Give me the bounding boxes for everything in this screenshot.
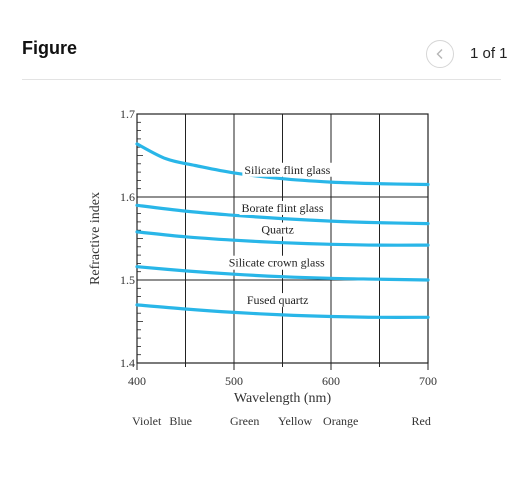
x-tick-label: 500: [225, 374, 243, 388]
page-title: Figure: [22, 38, 78, 58]
y-tick-label: 1.7: [120, 107, 135, 121]
header-divider: [22, 79, 501, 80]
figure-content: 1.4 1.5 1.6 1.7 400 500 600 700 Wavelength (nm) R…: [0, 85, 523, 475]
y-tick-label: 1.4: [120, 356, 135, 370]
series-line-borate-flint-glass: [135, 203, 430, 226]
series-label-borate-flint-glass: Borate flint glass: [242, 201, 324, 215]
series-label-fused-quartz: Fused quartz: [247, 293, 309, 307]
series-label-quartz: Quartz: [261, 223, 294, 237]
x-tick-label: 700: [419, 374, 437, 388]
color-label-yellow: Yellow: [278, 414, 312, 428]
x-tick-label: 600: [322, 374, 340, 388]
color-label-blue: Blue: [169, 414, 192, 428]
series-line-fused-quartz: [135, 303, 430, 319]
series-label-background: [239, 200, 326, 215]
chart-axes: [136, 113, 429, 370]
color-label-violet: Violet: [132, 414, 162, 428]
series-label-background: [242, 162, 333, 177]
previous-figure-button[interactable]: [426, 40, 454, 68]
figure-pager: 1 of 1: [470, 45, 508, 62]
series-line-silicate-crown-glass: [135, 265, 430, 282]
chart-grid: [137, 114, 428, 363]
series-label-background: [226, 255, 327, 270]
refractive-index-chart: 1.4 1.5 1.6 1.7 400 500 600 700 Wavelength (nm) R…: [88, 107, 437, 428]
y-tick-label: 1.6: [120, 190, 135, 204]
color-label-orange: Orange: [323, 414, 358, 428]
series-line-quartz: [135, 230, 430, 247]
color-label-green: Green: [230, 414, 259, 428]
color-label-red: Red: [412, 414, 431, 428]
chart-labels: 1.4 1.5 1.6 1.7 400 500 600 700 Wavelength (nm) R…: [88, 107, 437, 428]
chevron-left-icon: [436, 49, 443, 59]
series-label-background: [259, 222, 296, 237]
figure-header: Figure 1 of 1: [0, 0, 523, 80]
y-axis-label: Refractive index: [88, 192, 103, 285]
x-tick-label: 400: [128, 374, 146, 388]
y-tick-label: 1.5: [120, 273, 135, 287]
y-minor-ticks: [137, 113, 146, 364]
series-label-background: [244, 293, 311, 308]
series-label-silicate-flint-glass: Silicate flint glass: [244, 163, 330, 177]
series-label-silicate-crown-glass: Silicate crown glass: [229, 256, 325, 270]
x-axis-label: Wavelength (nm): [234, 391, 332, 406]
